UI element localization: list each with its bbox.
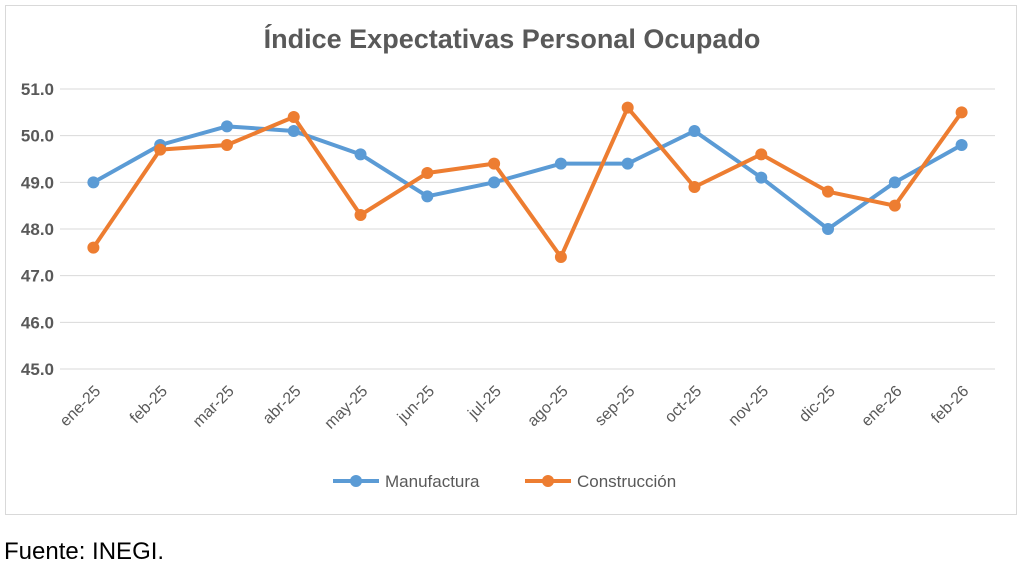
- x-tick-label: jun-25: [394, 383, 438, 427]
- source-note: Fuente: INEGI.: [4, 538, 165, 565]
- data-point: [955, 106, 968, 119]
- legend-label: Manufactura: [385, 472, 480, 491]
- chart-frame: [5, 5, 1017, 515]
- data-point: [688, 125, 701, 137]
- y-tick-label: 50.0: [21, 127, 54, 146]
- data-point: [87, 241, 100, 254]
- data-point: [87, 176, 100, 189]
- x-tick-label: mar-25: [190, 383, 238, 431]
- data-point: [554, 251, 567, 263]
- data-point: [822, 185, 835, 198]
- data-point: [220, 120, 233, 133]
- y-tick-label: 46.0: [21, 313, 54, 332]
- x-tick-label: jul-25: [465, 383, 505, 423]
- data-point: [488, 176, 501, 189]
- y-tick-label: 47.0: [21, 267, 54, 286]
- x-tick-label: nov-25: [725, 383, 772, 430]
- x-tick-label: ago-25: [524, 383, 571, 430]
- data-point: [421, 190, 434, 203]
- x-tick-label: may-25: [322, 383, 372, 433]
- data-point: [888, 199, 901, 212]
- series-line-manufactura: [92, 124, 963, 231]
- y-tick-label: 48.0: [21, 220, 54, 239]
- data-point: [621, 101, 634, 114]
- data-point: [688, 181, 701, 193]
- x-tick-label: oct-25: [662, 383, 706, 427]
- legend-marker: [350, 475, 362, 487]
- x-tick-label: sep-25: [592, 383, 639, 430]
- data-point: [888, 176, 901, 189]
- series-line-construcción: [91, 105, 964, 259]
- data-point: [287, 125, 300, 137]
- legend-marker: [542, 475, 554, 487]
- y-tick-label: 51.0: [21, 80, 54, 99]
- x-tick-label: feb-25: [127, 383, 171, 427]
- data-point: [154, 143, 167, 156]
- x-tick-label: ene-26: [858, 383, 905, 430]
- data-point: [755, 148, 768, 161]
- data-point: [488, 157, 501, 170]
- x-tick-label: ene-25: [57, 383, 104, 430]
- data-point: [621, 157, 634, 170]
- chart-title: Índice Expectativas Personal Ocupado: [263, 24, 761, 54]
- data-point: [354, 209, 367, 221]
- data-point: [755, 171, 768, 184]
- data-point: [287, 111, 300, 123]
- x-tick-label: abr-25: [260, 383, 305, 428]
- x-tick-label: dic-25: [796, 383, 839, 426]
- data-point: [554, 157, 567, 170]
- legend-label: Construcción: [577, 472, 676, 491]
- data-point: [220, 139, 233, 151]
- data-point: [822, 223, 835, 235]
- data-point: [955, 139, 968, 151]
- data-point: [354, 148, 367, 161]
- y-tick-label: 45.0: [21, 360, 54, 379]
- x-tick-label: feb-26: [928, 383, 972, 427]
- data-point: [421, 167, 434, 179]
- y-tick-label: 49.0: [21, 173, 54, 192]
